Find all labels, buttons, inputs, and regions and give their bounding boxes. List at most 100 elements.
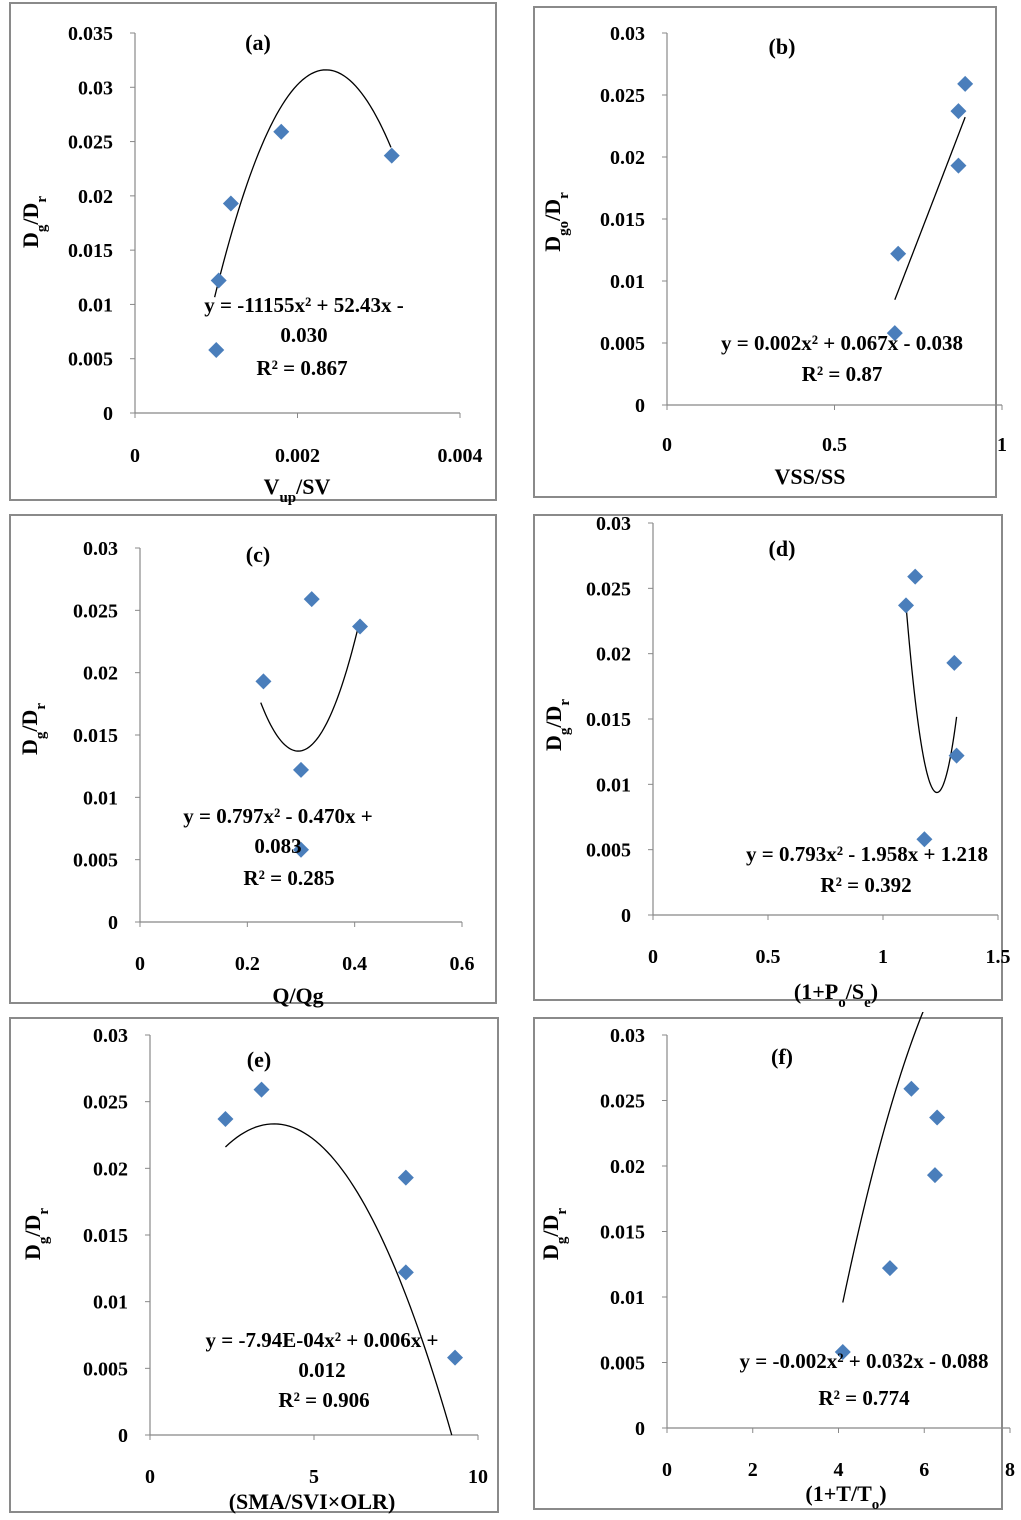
panel-label: (f) xyxy=(771,1044,793,1069)
data-point xyxy=(948,747,965,764)
chart-frame xyxy=(533,1017,1003,1510)
x-tick-label: 1 xyxy=(878,946,888,968)
y-tick-label: 0.015 xyxy=(600,209,645,231)
data-point xyxy=(253,1081,270,1098)
y-tick-label: 0.03 xyxy=(93,1025,128,1047)
data-point xyxy=(929,1109,946,1126)
chart-e: 0 0.005 0.01 0.015 0.02 0.025 0.03 0 5 10 y = -7.9… xyxy=(9,1017,499,1514)
y-tick-label: 0.005 xyxy=(83,1358,128,1380)
r-squared: R² = 0.774 xyxy=(818,1386,910,1410)
chart-panel-f: 0 0.005 0.01 0.015 0.02 0.025 0.03 0 2 4 6 8 y = -0.… xyxy=(512,979,1021,1515)
y-tick-label: 0.015 xyxy=(586,709,631,731)
trend-equation: y = -7.94E-04x² + 0.006x + xyxy=(206,1328,439,1352)
y-tick-label: 0.005 xyxy=(73,850,118,872)
data-point xyxy=(293,761,309,778)
y-tick-label: 0.035 xyxy=(68,23,113,45)
chart-panel-b: 0 0.005 0.01 0.015 0.02 0.025 0.03 0 0.5 1 y = 0.0… xyxy=(512,0,1021,507)
x-tick-label: 0 xyxy=(130,445,140,467)
y-tick-label: 0.02 xyxy=(78,186,113,208)
chart-frame xyxy=(9,514,497,1004)
x-tick-label: 0 xyxy=(648,946,658,968)
x-axis-title: VSS/SS xyxy=(775,464,846,489)
y-axis-title: Dg/Dr xyxy=(17,703,49,755)
chart-b: 0 0.005 0.01 0.015 0.02 0.025 0.03 0 0.5 1 y = 0.0… xyxy=(533,6,1007,498)
data-point xyxy=(881,1260,898,1277)
chart-panel-c: 0 0.005 0.01 0.015 0.02 0.025 0.03 0 0.2 0.4 0.6 y … xyxy=(0,507,512,1012)
x-axis-title: Vup/SV xyxy=(264,474,331,506)
chart-panel-a: 0 0.005 0.01 0.015 0.02 0.025 0.03 0.035 0 0.002 0… xyxy=(0,0,512,507)
data-point xyxy=(293,841,309,858)
data-point xyxy=(210,272,227,289)
x-tick-label: 0 xyxy=(135,953,145,975)
x-tick-label: 0 xyxy=(662,434,672,456)
trend-equation: y = -0.002x² + 0.032x - 0.088 xyxy=(740,1349,989,1373)
data-point xyxy=(957,75,974,92)
trend-equation: y = -11155x² + 52.43x - xyxy=(204,293,403,317)
y-axis-title: Dg/Dr xyxy=(541,699,573,751)
trend-equation: y = 0.793x² - 1.958x + 1.218 xyxy=(746,842,988,866)
y-axis-title: Dg/Dr xyxy=(18,196,50,248)
y-tick-label: 0.01 xyxy=(83,787,118,809)
data-point xyxy=(447,1349,464,1366)
data-point xyxy=(255,673,272,690)
r-squared: R² = 0.285 xyxy=(243,866,334,890)
r-squared: R² = 0.392 xyxy=(820,873,911,897)
x-tick-label: 1.5 xyxy=(986,946,1011,968)
data-point xyxy=(907,568,924,585)
x-tick-label: 0.5 xyxy=(822,434,847,456)
data-point xyxy=(273,123,290,140)
y-tick-label: 0.005 xyxy=(600,1353,645,1375)
y-tick-label: 0.005 xyxy=(600,333,645,355)
trendline xyxy=(905,604,958,794)
x-tick-label: 0 xyxy=(662,1459,672,1481)
r-squared: R² = 0.867 xyxy=(256,356,347,380)
y-tick-label: 0.025 xyxy=(73,600,118,622)
trendline xyxy=(213,69,392,298)
y-tick-label: 0.015 xyxy=(600,1222,645,1244)
y-tick-label: 0 xyxy=(118,1425,128,1447)
data-point xyxy=(217,1111,234,1127)
x-axis-title: Q/Qg xyxy=(272,983,323,1008)
y-axis-title: Dg/Dr xyxy=(538,1208,570,1260)
x-tick-label: 0.5 xyxy=(756,946,781,968)
y-tick-label: 0.015 xyxy=(73,725,118,747)
x-tick-label: 1 xyxy=(997,434,1007,456)
r-squared: R² = 0.87 xyxy=(802,362,883,386)
trendline xyxy=(225,1123,453,1436)
y-tick-label: 0 xyxy=(635,395,645,417)
panel-label: (c) xyxy=(246,542,270,567)
chart-f: 0 0.005 0.01 0.015 0.02 0.025 0.03 0 2 4 6 8 y = -0.… xyxy=(533,979,1015,1513)
y-tick-label: 0.025 xyxy=(600,85,645,107)
data-point xyxy=(208,342,225,359)
y-axis-title: Dg/Dr xyxy=(20,1208,52,1260)
x-tick-label: 0.4 xyxy=(342,953,367,975)
y-tick-label: 0.025 xyxy=(68,132,113,154)
x-tick-label: 5 xyxy=(309,1466,319,1488)
x-tick-label: 0.6 xyxy=(450,953,475,975)
panel-label: (b) xyxy=(769,34,796,59)
y-tick-label: 0 xyxy=(635,1418,645,1440)
y-tick-label: 0.01 xyxy=(596,774,631,796)
trend-equation: 0.030 xyxy=(280,323,327,347)
y-tick-label: 0.03 xyxy=(596,513,631,535)
chart-frame xyxy=(9,2,497,501)
trend-equation: 0.083 xyxy=(254,834,301,858)
x-tick-label: 4 xyxy=(834,1459,844,1481)
x-tick-label: 0 xyxy=(145,1466,155,1488)
r-squared: R² = 0.906 xyxy=(278,1388,369,1412)
chart-panel-d: 0 0.005 0.01 0.015 0.02 0.025 0.03 0 0.5 1 1.5 y = … xyxy=(512,507,1021,1012)
trendline xyxy=(260,619,361,752)
x-tick-label: 2 xyxy=(748,1459,758,1481)
y-tick-label: 0.01 xyxy=(610,1287,645,1309)
data-point xyxy=(397,1169,414,1186)
y-tick-label: 0.025 xyxy=(586,578,631,600)
y-tick-label: 0.03 xyxy=(78,77,113,99)
y-tick-label: 0.005 xyxy=(68,349,113,371)
y-tick-label: 0.015 xyxy=(68,240,113,262)
data-point xyxy=(383,147,400,164)
trend-equation: y = 0.002x² + 0.067x - 0.038 xyxy=(721,331,963,355)
data-point xyxy=(950,157,967,174)
x-tick-label: 0.004 xyxy=(438,445,483,467)
trendline xyxy=(842,979,938,1303)
chart-frame xyxy=(533,6,997,498)
